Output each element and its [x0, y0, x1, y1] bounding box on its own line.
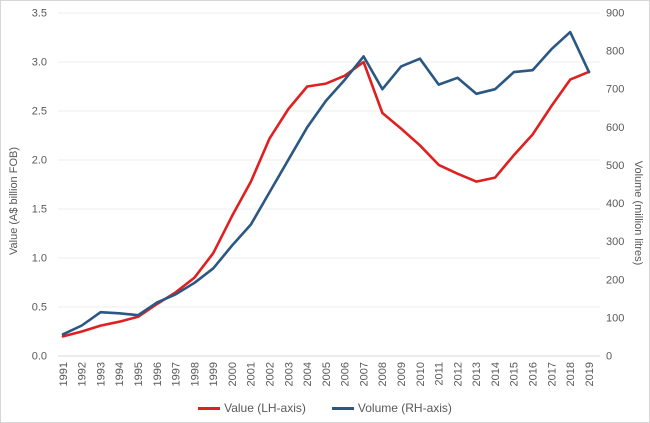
- right-axis-tick-label: 500: [606, 160, 624, 172]
- right-axis-tick-label: 900: [606, 8, 624, 20]
- value-series-swatch: [198, 406, 221, 410]
- x-axis-year-label: 1996: [152, 362, 164, 386]
- x-axis-year-label: 2010: [415, 362, 427, 386]
- right-axis-tick-label: 0: [606, 351, 612, 363]
- x-axis-year-label: 2002: [264, 362, 276, 386]
- data-series: [61, 30, 591, 338]
- x-axis-year-label: 1992: [77, 362, 89, 386]
- left-axis-tick-label: 0.5: [32, 302, 47, 314]
- x-axis-year-label: 2013: [471, 362, 483, 386]
- x-axis-year-label: 1998: [189, 362, 201, 386]
- x-axis-year-label: 2006: [340, 362, 352, 386]
- left-axis-tick-label: 1.5: [32, 204, 47, 216]
- left-axis-tick-label: 3.0: [32, 57, 47, 69]
- line-chart: 0.0 0.5 1.0 1.5 2.0 2.5 3.0 3.5 0 100 200 300 400 500…: [8, 8, 644, 387]
- legend-item-volume: Volume (RH-axis): [331, 401, 452, 415]
- right-axis-tick-label: 200: [606, 274, 624, 286]
- right-axis-title: Volume (million litres): [632, 161, 644, 266]
- x-axis-year-label: 2007: [358, 362, 370, 386]
- right-axis-tick-label: 100: [606, 312, 624, 324]
- x-axis-year-label: 2018: [565, 362, 577, 386]
- legend-label-volume: Volume (RH-axis): [357, 401, 452, 415]
- x-axis-year-label: 2000: [227, 362, 239, 386]
- x-axis-year-label: 1994: [114, 362, 126, 386]
- left-axis-tick-label: 2.0: [32, 155, 47, 167]
- x-axis-year-label: 1995: [133, 362, 145, 386]
- left-axis-tick-label: 1.0: [32, 253, 47, 265]
- right-axis-tick-label: 800: [606, 46, 624, 58]
- gridlines: [58, 12, 600, 357]
- x-axis-year-label: 2014: [490, 362, 502, 386]
- right-axis-tick-label: 300: [606, 236, 624, 248]
- x-axis-year-label: 2015: [509, 362, 521, 386]
- x-axis-year-label: 2003: [283, 362, 295, 386]
- right-axis-tick-label: 700: [606, 84, 624, 96]
- right-axis-tick-label: 600: [606, 122, 624, 134]
- legend: Value (LH-axis) Volume (RH-axis): [1, 401, 649, 415]
- axis-tick-labels: 0.0 0.5 1.0 1.5 2.0 2.5 3.0 3.5 0 100 200 300 400 500…: [32, 8, 625, 387]
- legend-item-value: Value (LH-axis): [198, 401, 306, 415]
- right-axis-tick-label: 400: [606, 198, 624, 210]
- left-axis-title: Value (A$ billion FOB): [8, 147, 20, 255]
- x-axis-year-label: 2017: [546, 362, 558, 386]
- x-axis-year-label: 2016: [527, 362, 539, 386]
- x-axis-year-label: 2004: [302, 362, 314, 386]
- x-axis-year-label: 2009: [396, 362, 408, 386]
- x-axis-year-label: 2008: [377, 362, 389, 386]
- x-axis-year-label: 1993: [95, 362, 107, 386]
- x-axis-year-label: 2019: [584, 362, 596, 386]
- left-axis-tick-label: 2.5: [32, 106, 47, 118]
- volume-series-swatch: [331, 406, 354, 410]
- x-axis-year-label: 2011: [434, 362, 446, 386]
- legend-label-value: Value (LH-axis): [224, 401, 306, 415]
- left-axis-tick-label: 3.5: [32, 8, 47, 20]
- value-line: [61, 60, 591, 338]
- x-axis-year-label: 2001: [246, 362, 258, 386]
- left-axis-tick-label: 0.0: [32, 351, 47, 363]
- x-axis-year-label: 2012: [452, 362, 464, 386]
- x-axis-year-label: 1991: [58, 362, 70, 386]
- volume-line: [61, 30, 591, 336]
- x-axis-year-label: 1997: [171, 362, 183, 386]
- x-axis-year-label: 1999: [208, 362, 220, 386]
- x-axis-year-label: 2005: [321, 362, 333, 386]
